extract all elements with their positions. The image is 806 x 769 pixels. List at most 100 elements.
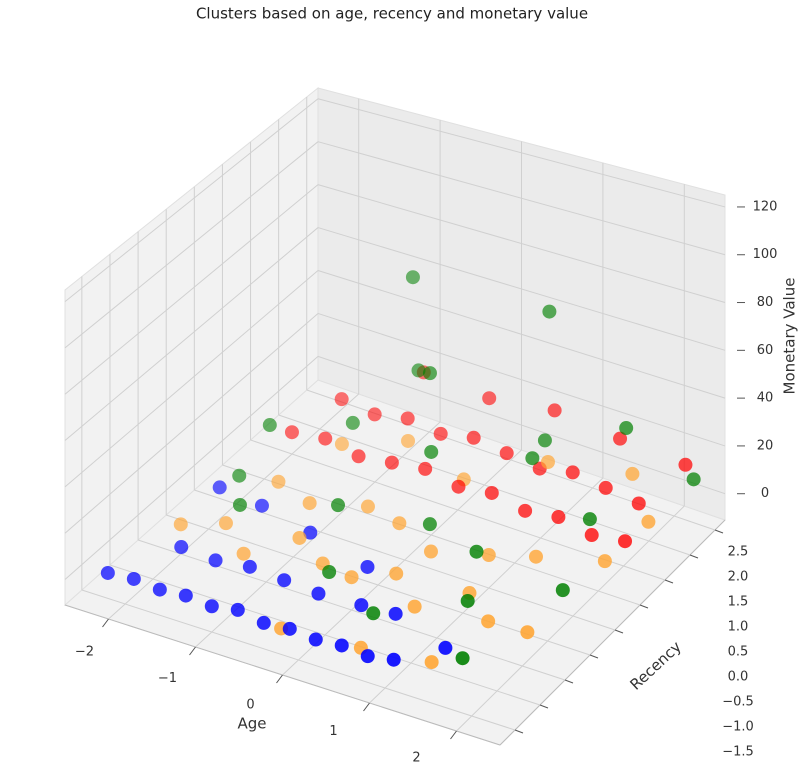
point — [482, 391, 497, 406]
point — [424, 444, 439, 459]
grid-line — [64, 270, 319, 488]
x-tick-label: −1 — [158, 671, 177, 686]
point — [460, 593, 475, 608]
point — [455, 651, 470, 666]
point — [407, 599, 422, 614]
y-tick — [714, 529, 724, 534]
point — [303, 525, 318, 540]
grid-line — [64, 356, 319, 580]
point — [302, 496, 317, 511]
point — [484, 485, 499, 500]
point — [423, 544, 438, 559]
grid-line — [278, 414, 691, 556]
labels: −2 −1 0 1 2 −1.5 −1.0 −0.5 0.0 0.5 1.0 1.5 2.0 2.5 0 20… — [75, 199, 778, 765]
point — [525, 451, 540, 466]
point — [438, 640, 453, 655]
chart-title: Clusters based on age, recency and monet… — [196, 5, 588, 23]
y-tick-label: 0.5 — [728, 645, 749, 660]
y-tick-label: −1.5 — [722, 745, 754, 760]
point — [499, 446, 514, 461]
point — [597, 554, 612, 569]
point — [565, 465, 580, 480]
point — [422, 517, 437, 532]
point — [173, 517, 188, 532]
y-tick-label: 1.0 — [728, 620, 749, 635]
x-tick-label: 0 — [246, 698, 254, 713]
z-tick-label: 60 — [757, 343, 774, 358]
grid-line — [64, 141, 319, 349]
y-tick — [539, 704, 549, 709]
x-tick — [189, 646, 196, 656]
point — [469, 544, 484, 559]
point — [625, 466, 640, 481]
point — [433, 426, 448, 441]
point — [619, 421, 634, 436]
y-tick — [564, 679, 574, 684]
point — [230, 602, 245, 617]
point — [232, 497, 247, 512]
grid-line — [81, 589, 516, 731]
point — [451, 479, 466, 494]
grid-line — [317, 184, 726, 304]
point — [360, 649, 375, 664]
point — [236, 546, 251, 561]
point — [256, 615, 271, 630]
x-tick — [276, 674, 283, 684]
grid-line — [64, 98, 319, 302]
point — [582, 512, 597, 527]
point — [481, 614, 496, 629]
point — [271, 474, 286, 489]
y-tick-label: 2.0 — [728, 570, 749, 585]
point — [100, 565, 115, 580]
x-tick — [102, 618, 109, 628]
y-tick — [639, 604, 649, 609]
point — [354, 598, 369, 613]
point — [542, 304, 557, 319]
y-tick-label: 0.0 — [728, 670, 749, 685]
point — [282, 621, 297, 636]
point — [401, 433, 416, 448]
grid-line — [250, 439, 666, 581]
point — [262, 418, 277, 433]
point — [388, 606, 403, 621]
point — [178, 588, 193, 603]
grid-line — [317, 355, 726, 495]
y-tick — [614, 629, 624, 634]
point — [392, 516, 407, 531]
point — [152, 582, 167, 597]
point — [242, 559, 257, 574]
point — [208, 553, 223, 568]
y-tick-label: 1.5 — [728, 595, 749, 610]
point — [400, 411, 415, 426]
point — [547, 403, 562, 418]
point — [360, 499, 375, 514]
point — [384, 455, 399, 470]
point — [686, 472, 701, 487]
point — [311, 586, 326, 601]
y-tick-label: 2.5 — [728, 545, 749, 560]
grid-line — [317, 98, 726, 208]
x-tick — [450, 730, 457, 740]
grid-line — [317, 270, 726, 399]
point — [218, 516, 233, 531]
point — [555, 583, 570, 598]
point — [344, 570, 359, 585]
y-tick — [514, 729, 524, 734]
z-tick-label: 0 — [761, 486, 769, 501]
grid-line — [166, 514, 591, 656]
point — [174, 540, 189, 555]
y-tick — [664, 579, 674, 584]
y-tick-label: −0.5 — [722, 695, 754, 710]
point — [481, 548, 496, 563]
point — [537, 433, 552, 448]
point — [366, 606, 381, 621]
point — [584, 528, 599, 543]
y-tick-label: −1.0 — [722, 720, 754, 735]
point — [551, 510, 566, 525]
point — [318, 431, 333, 446]
grid-line — [317, 141, 726, 256]
point — [232, 468, 247, 483]
grid-line — [222, 464, 641, 606]
point — [308, 632, 323, 647]
point — [367, 407, 382, 422]
